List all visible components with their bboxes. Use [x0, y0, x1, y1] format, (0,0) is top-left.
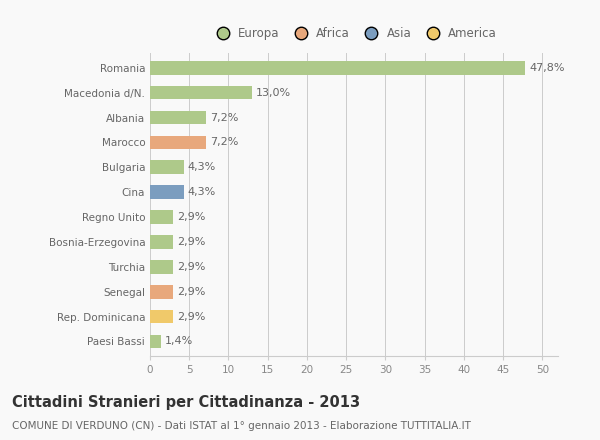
Bar [150, 260, 173, 274]
Text: Cittadini Stranieri per Cittadinanza - 2013: Cittadini Stranieri per Cittadinanza - 2… [12, 395, 360, 410]
Bar [150, 136, 206, 149]
Bar [150, 310, 173, 323]
Bar [150, 210, 173, 224]
Text: 47,8%: 47,8% [529, 63, 565, 73]
Text: 2,9%: 2,9% [176, 212, 205, 222]
Legend: Europa, Africa, Asia, America: Europa, Africa, Asia, America [206, 22, 502, 45]
Text: 13,0%: 13,0% [256, 88, 291, 98]
Text: 4,3%: 4,3% [188, 187, 216, 197]
Bar [150, 161, 184, 174]
Text: COMUNE DI VERDUNO (CN) - Dati ISTAT al 1° gennaio 2013 - Elaborazione TUTTITALIA: COMUNE DI VERDUNO (CN) - Dati ISTAT al 1… [12, 421, 471, 431]
Bar [150, 285, 173, 299]
Text: 2,9%: 2,9% [176, 312, 205, 322]
Bar [150, 86, 252, 99]
Bar [150, 110, 206, 125]
Text: 2,9%: 2,9% [176, 287, 205, 297]
Bar [150, 61, 525, 74]
Bar [150, 235, 173, 249]
Text: 1,4%: 1,4% [165, 337, 193, 346]
Bar [150, 185, 184, 199]
Text: 4,3%: 4,3% [188, 162, 216, 172]
Text: 2,9%: 2,9% [176, 237, 205, 247]
Text: 7,2%: 7,2% [211, 137, 239, 147]
Text: 7,2%: 7,2% [211, 113, 239, 122]
Text: 2,9%: 2,9% [176, 262, 205, 272]
Bar [150, 335, 161, 348]
